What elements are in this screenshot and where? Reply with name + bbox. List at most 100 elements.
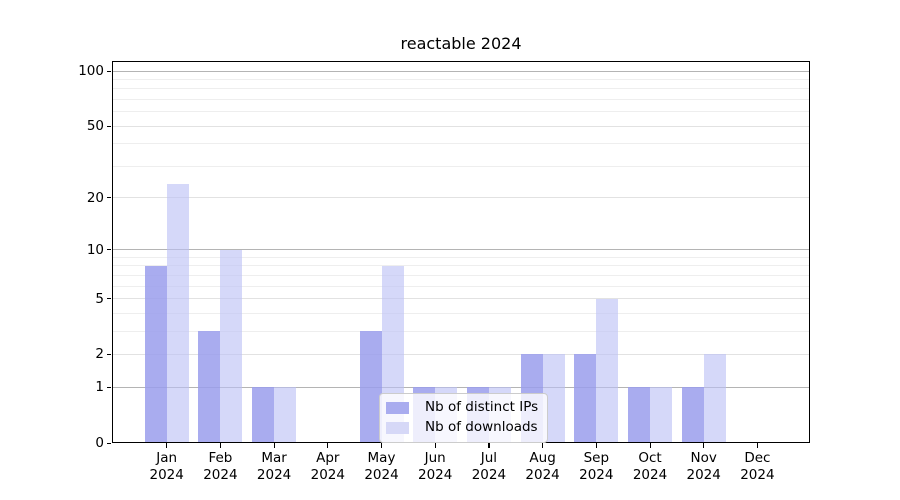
- major-gridline: [113, 125, 809, 127]
- y-tick-label: 50: [86, 118, 104, 135]
- x-tick-label: Jun 2024: [400, 450, 470, 484]
- x-tick-year: 2024: [632, 467, 668, 483]
- x-tick-label: Jan 2024: [132, 450, 202, 484]
- legend-swatch: [386, 421, 409, 434]
- minor-gridline: [113, 285, 809, 287]
- bar-distinct-ips-jan: [144, 265, 167, 443]
- x-tick-label: Oct 2024: [615, 450, 685, 484]
- bar-distinct-ips-mar: [252, 387, 275, 443]
- x-tick-year: 2024: [310, 467, 345, 483]
- x-tick-label: Aug 2024: [508, 450, 578, 484]
- x-tick-label: Dec 2024: [722, 450, 792, 484]
- y-tick-label: 2: [95, 346, 104, 363]
- x-tick-label: Jul 2024: [454, 450, 524, 484]
- bar-downloads-mar: [274, 387, 297, 443]
- x-tick-mark: [434, 443, 436, 448]
- y-tick-label: 1: [95, 379, 104, 396]
- decade-gridline: [113, 386, 809, 388]
- x-tick-month: May: [367, 450, 396, 466]
- bar-downloads-sep: [596, 298, 619, 443]
- legend-swatch: [386, 401, 409, 414]
- bar-downloads-feb: [220, 249, 243, 443]
- x-tick-label: May 2024: [347, 450, 417, 484]
- bar-downloads-oct: [650, 387, 672, 443]
- x-tick-year: 2024: [256, 467, 292, 483]
- x-tick-month: Dec: [744, 450, 771, 466]
- minor-gridline: [113, 330, 809, 332]
- bar-downloads-jan: [166, 183, 189, 443]
- x-tick-month: Jul: [480, 450, 498, 466]
- bar-distinct-ips-sep: [574, 354, 597, 443]
- x-tick-mark: [488, 443, 490, 448]
- minor-gridline: [113, 143, 809, 145]
- decade-gridline: [113, 249, 809, 251]
- x-tick-month: Sep: [583, 450, 610, 466]
- chart-title: reactable 2024: [400, 34, 522, 53]
- bar-distinct-ips-feb: [198, 331, 221, 443]
- x-tick-label: Feb 2024: [185, 450, 255, 484]
- x-tick-year: 2024: [203, 467, 238, 483]
- x-tick-label: Mar 2024: [239, 450, 309, 484]
- x-tick-month: Jan: [156, 450, 178, 466]
- major-gridline: [113, 353, 809, 355]
- x-tick-mark: [703, 443, 705, 448]
- x-tick-mark: [219, 443, 222, 448]
- x-tick-year: 2024: [149, 467, 184, 483]
- minor-gridline: [113, 78, 809, 80]
- legend-label: Nb of distinct IPs: [425, 399, 539, 415]
- bar-downloads-nov: [703, 354, 726, 443]
- x-tick-year: 2024: [418, 467, 453, 483]
- minor-gridline: [113, 111, 809, 113]
- bar-downloads-aug: [542, 354, 565, 443]
- y-tick-mark: [107, 125, 111, 127]
- y-tick-label: 20: [86, 189, 104, 206]
- legend-entry: Nb of distinct IPs: [386, 400, 538, 415]
- bar-distinct-ips-may: [359, 331, 382, 443]
- y-tick-mark: [107, 353, 111, 356]
- y-tick-mark: [107, 298, 111, 300]
- legend-label: Nb of downloads: [425, 419, 538, 435]
- y-tick-label: 100: [78, 63, 104, 80]
- x-tick-mark: [649, 443, 651, 448]
- y-tick-label: 5: [95, 290, 104, 307]
- minor-gridline: [113, 274, 809, 276]
- x-tick-year: 2024: [686, 467, 721, 483]
- x-tick-month: Oct: [638, 450, 662, 466]
- minor-gridline: [113, 88, 809, 90]
- major-gridline: [113, 298, 809, 300]
- x-tick-label: Sep 2024: [561, 450, 631, 484]
- x-tick-month: Feb: [208, 450, 233, 466]
- decade-gridline: [113, 70, 809, 72]
- minor-gridline: [113, 98, 809, 100]
- minor-gridline: [113, 165, 809, 167]
- x-tick-mark: [542, 443, 544, 448]
- bar-distinct-ips-nov: [681, 387, 704, 443]
- minor-gridline: [113, 256, 809, 258]
- x-tick-label: Apr 2024: [293, 450, 363, 484]
- x-tick-mark: [595, 443, 597, 448]
- x-tick-month: Apr: [316, 450, 340, 466]
- x-tick-year: 2024: [364, 467, 399, 483]
- x-tick-mark: [756, 443, 759, 448]
- y-tick-mark: [107, 249, 111, 251]
- x-tick-mark: [381, 443, 383, 448]
- y-tick-mark: [107, 197, 111, 199]
- y-tick-mark: [107, 442, 111, 444]
- legend-entry: Nb of downloads: [386, 420, 538, 435]
- x-tick-year: 2024: [471, 467, 507, 483]
- legend: Nb of distinct IPs Nb of downloads: [379, 393, 549, 443]
- x-tick-month: Jun: [424, 450, 446, 466]
- x-tick-mark: [273, 443, 275, 448]
- minor-gridline: [113, 265, 809, 267]
- x-tick-year: 2024: [740, 467, 775, 483]
- y-tick-mark: [107, 386, 111, 388]
- bar-distinct-ips-oct: [628, 387, 650, 443]
- major-gridline: [113, 197, 809, 199]
- x-tick-mark: [327, 443, 329, 448]
- x-tick-year: 2024: [579, 467, 614, 483]
- y-tick-label: 0: [95, 435, 104, 451]
- x-tick-mark: [166, 443, 168, 448]
